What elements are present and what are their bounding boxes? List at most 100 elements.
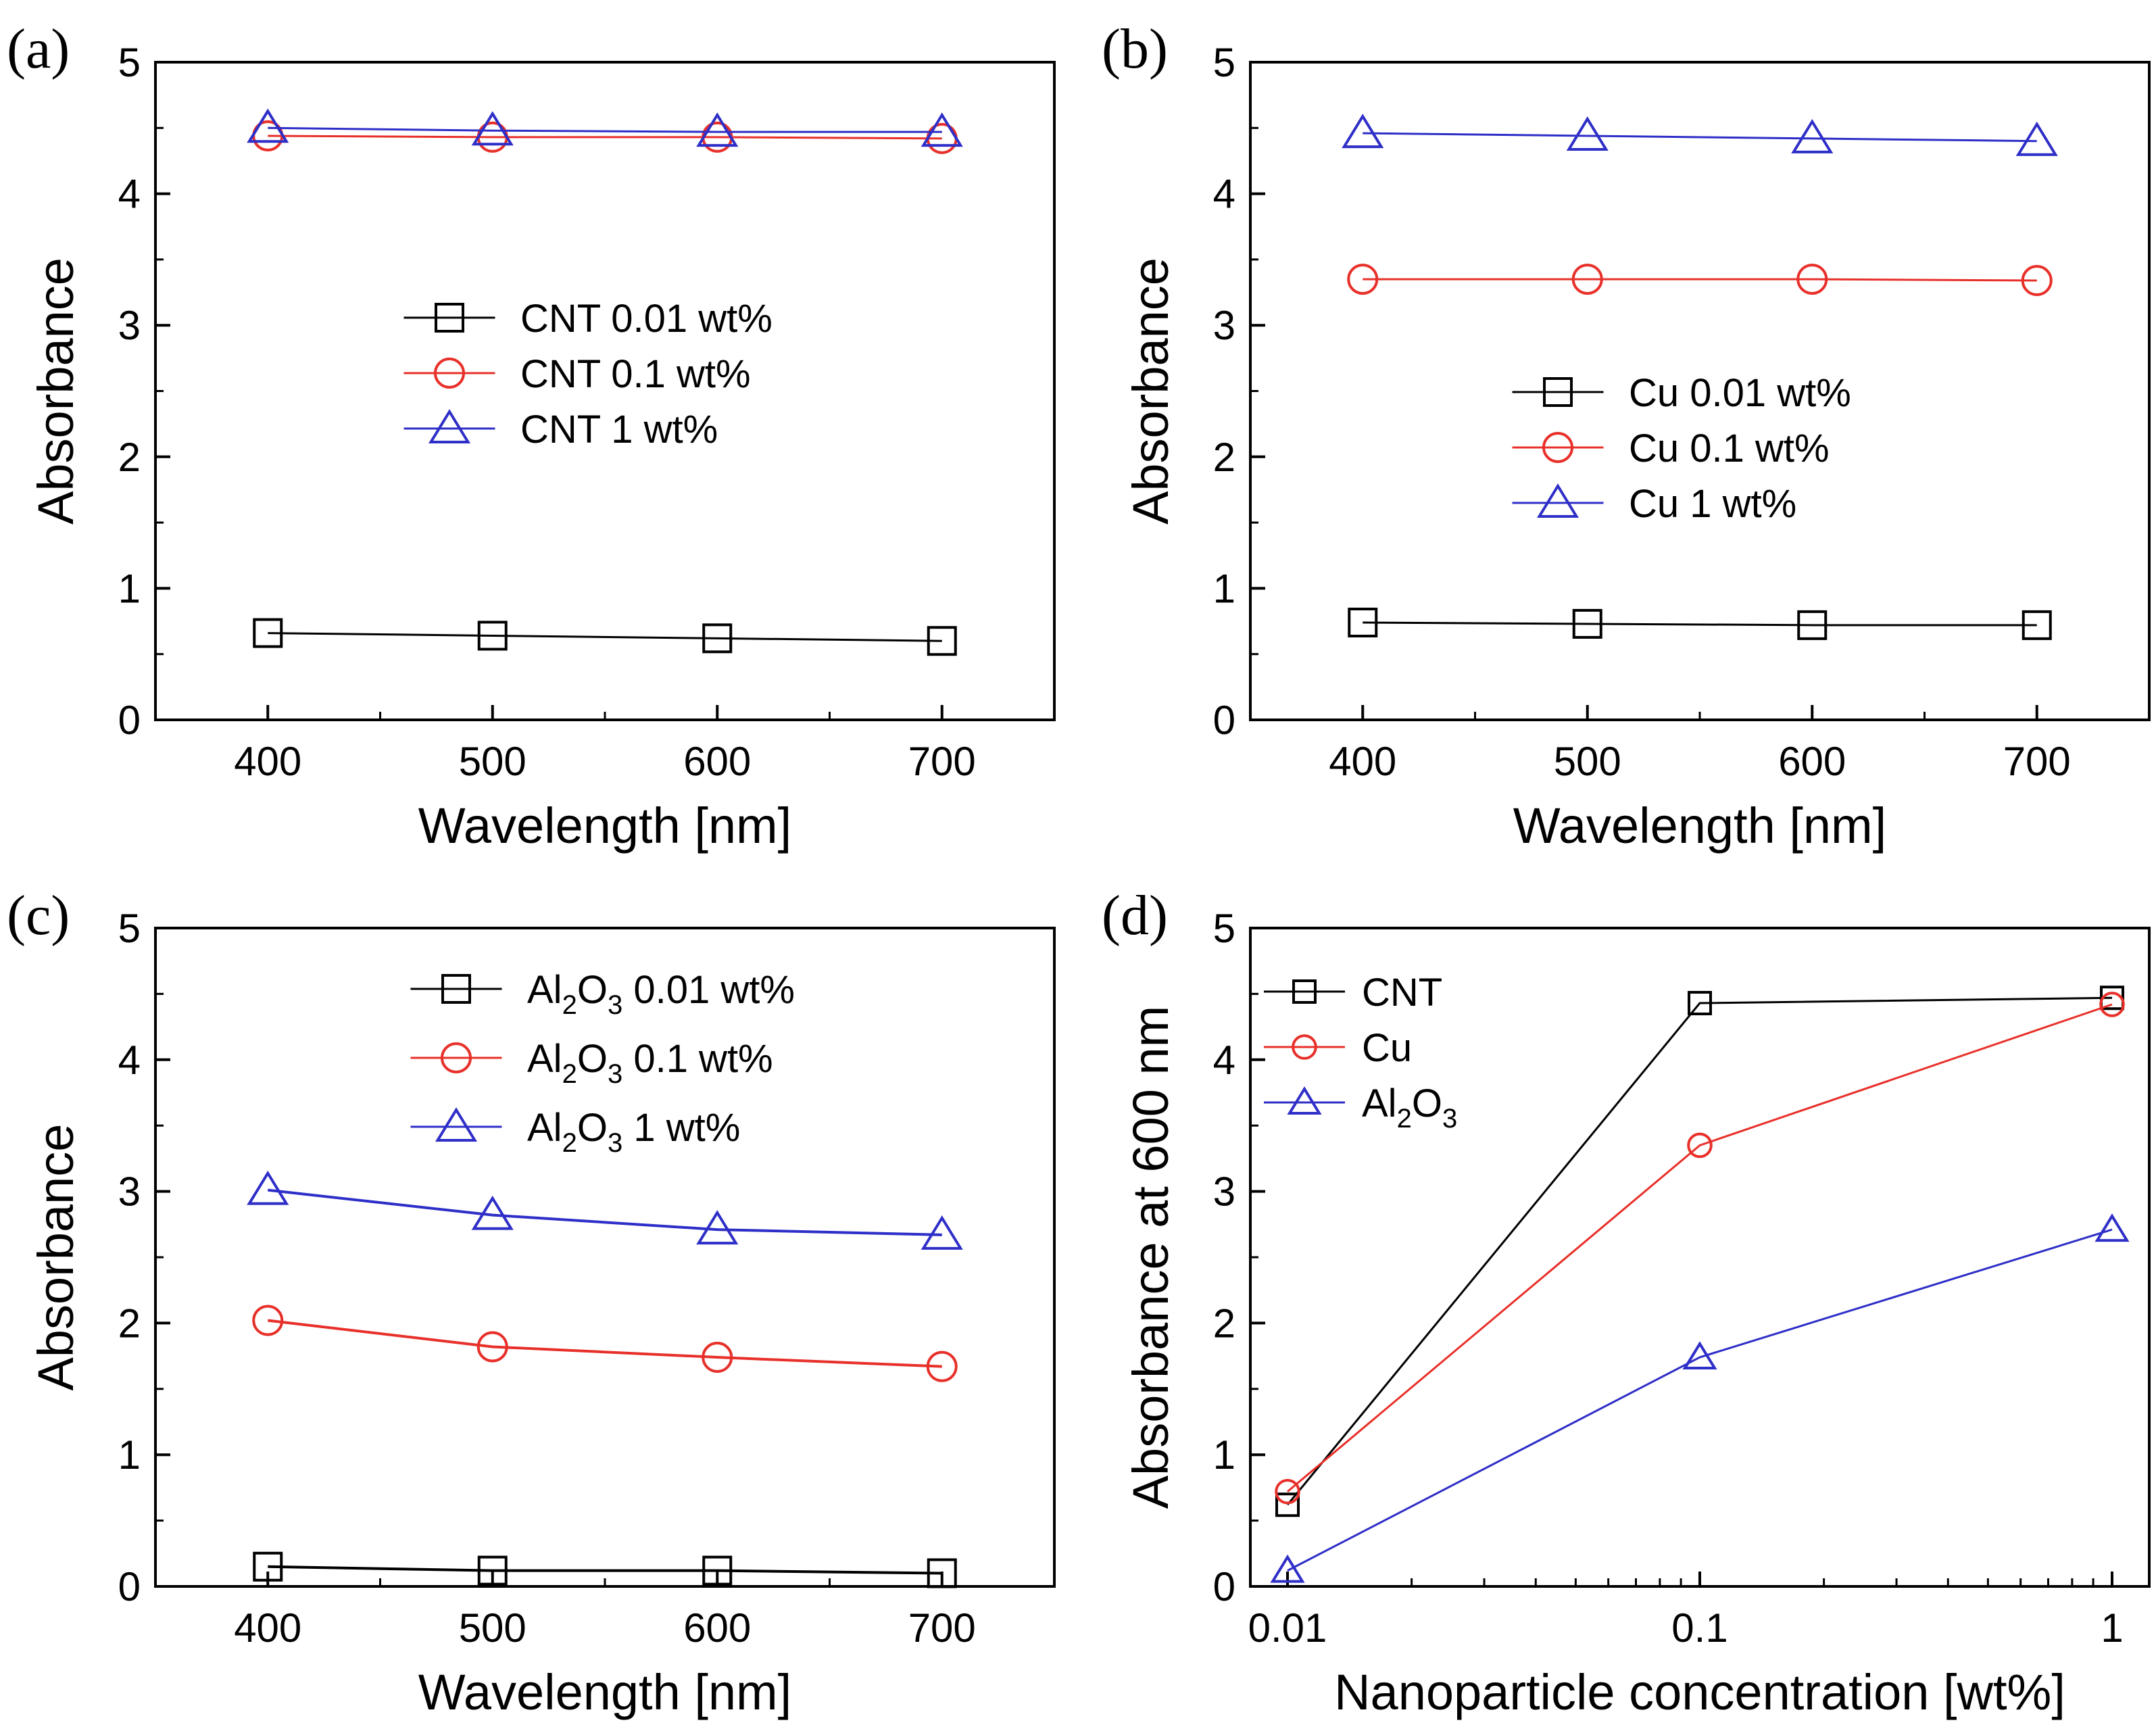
- legend-label: Cu: [1362, 1026, 1412, 1070]
- y-tick-label: 4: [1213, 172, 1235, 217]
- panel-label: (a): [7, 18, 70, 80]
- x-tick-label: 700: [908, 1605, 976, 1651]
- data-point: [702, 1555, 733, 1586]
- x-tick-label: 0.1: [1671, 1605, 1728, 1651]
- series-line: [1286, 996, 2113, 1506]
- data-point: [1270, 1554, 1305, 1583]
- series-line: [268, 126, 942, 133]
- y-axis-title: Absorbance: [28, 1124, 84, 1391]
- data-point: [471, 1195, 514, 1230]
- data-point: [2015, 121, 2058, 156]
- data-point: [702, 623, 733, 654]
- data-point: [1275, 1492, 1300, 1517]
- data-point: [2022, 610, 2052, 640]
- data-point: [926, 1351, 958, 1382]
- y-tick-label: 2: [118, 1300, 141, 1346]
- series-line: [268, 1319, 942, 1368]
- series-line: [268, 632, 942, 642]
- data-point: [247, 108, 289, 143]
- series-2: [1270, 1213, 2130, 1583]
- x-axis-title: Wavelength [nm]: [1513, 798, 1887, 854]
- legend-marker: [1292, 1034, 1317, 1060]
- y-tick-label: 0: [1213, 1564, 1235, 1609]
- y-tick-label: 2: [118, 435, 141, 480]
- data-point: [1342, 114, 1384, 149]
- legend-marker: [441, 974, 471, 1004]
- data-point: [1687, 1132, 1713, 1159]
- x-tick-label: 600: [683, 1605, 751, 1651]
- x-tick-label: 700: [2003, 739, 2071, 784]
- chart-panel-c: (c) 0 1 2 3 4 5 400 500 600 700 Wavelength [nm] Abso…: [7, 884, 1056, 1720]
- series-2: [247, 1170, 963, 1250]
- data-point: [1347, 264, 1379, 295]
- x-axis-title: Nanoparticle concentration [wt%]: [1334, 1664, 2065, 1720]
- legend-label: CNT 1 wt%: [520, 408, 718, 452]
- y-tick-label: 3: [1213, 303, 1235, 348]
- panel-label: (d): [1102, 884, 1168, 947]
- legend-marker: [435, 303, 464, 333]
- x-axis-title: Wavelength [nm]: [418, 1664, 792, 1720]
- data-point: [1572, 608, 1602, 639]
- x-tick-label: 700: [908, 739, 976, 784]
- series-1: [252, 1305, 958, 1382]
- data-point: [921, 1215, 963, 1250]
- y-tick-label: 0: [118, 1564, 141, 1609]
- legend-label: CNT 0.01 wt%: [520, 297, 773, 341]
- series-0: [1348, 607, 2052, 640]
- data-point: [471, 111, 514, 146]
- plot-frame: [154, 927, 1056, 1588]
- y-tick-label: 2: [1213, 435, 1235, 480]
- series-2: [247, 108, 963, 147]
- series-line: [268, 1565, 942, 1575]
- data-point: [696, 112, 739, 147]
- x-axis-title: Wavelength [nm]: [418, 798, 792, 854]
- y-tick-label: 5: [1213, 40, 1235, 85]
- series-2: [1342, 114, 2058, 156]
- x-tick-label: 500: [459, 1605, 526, 1651]
- panel-label: (c): [7, 884, 70, 947]
- series-line: [1363, 132, 2037, 143]
- data-point: [477, 621, 508, 651]
- legend-marker: [1543, 377, 1573, 407]
- data-point: [1275, 1478, 1300, 1505]
- series-1: [1347, 264, 2053, 297]
- data-point: [253, 618, 283, 648]
- data-point: [1566, 116, 1609, 151]
- y-tick-label: 3: [118, 303, 141, 348]
- x-tick-label: 500: [459, 739, 526, 784]
- series-1: [252, 120, 958, 154]
- x-tick-label: 600: [683, 739, 751, 784]
- legend-marker: [441, 1042, 472, 1073]
- series-line: [1287, 1228, 2113, 1572]
- y-tick-label: 5: [118, 906, 141, 951]
- data-point: [2094, 1213, 2130, 1242]
- legend-marker: [1542, 432, 1573, 463]
- legend-marker: [1292, 979, 1317, 1004]
- series-line: [1363, 278, 2037, 282]
- data-point: [1348, 607, 1378, 637]
- legend: Al2O3 0.01 wt% Al2O3 0.1 wt% Al2O3 1 wt%: [410, 968, 795, 1158]
- data-point: [927, 1558, 957, 1588]
- y-tick-label: 1: [118, 1432, 141, 1478]
- y-tick-label: 4: [1213, 1038, 1235, 1083]
- legend-label: Cu 0.01 wt%: [1629, 371, 1851, 415]
- panel-label: (b): [1102, 18, 1168, 80]
- y-tick-label: 1: [118, 566, 141, 611]
- legend-label: Cu 0.1 wt%: [1629, 427, 1830, 470]
- data-point: [253, 1551, 283, 1582]
- y-tick-label: 3: [118, 1169, 141, 1215]
- y-tick-label: 3: [1213, 1169, 1235, 1215]
- data-point: [1571, 264, 1603, 295]
- chart-panel-b: (b) 0 1 2 3 4 5 400 500 600 700 Wavelength [nm] Abso…: [1102, 18, 2151, 854]
- legend: CNT Cu Al2O3: [1264, 971, 1457, 1134]
- x-tick-label: 400: [234, 1605, 301, 1651]
- legend-label: CNT 0.1 wt%: [520, 352, 751, 396]
- data-point: [1796, 264, 1828, 295]
- legend-marker: [1536, 483, 1579, 518]
- y-tick-label: 0: [1213, 698, 1235, 743]
- y-tick-label: 5: [1213, 906, 1235, 951]
- x-tick-label: 400: [1329, 739, 1396, 784]
- series-0: [253, 1551, 957, 1588]
- legend-label: Cu 1 wt%: [1629, 482, 1796, 526]
